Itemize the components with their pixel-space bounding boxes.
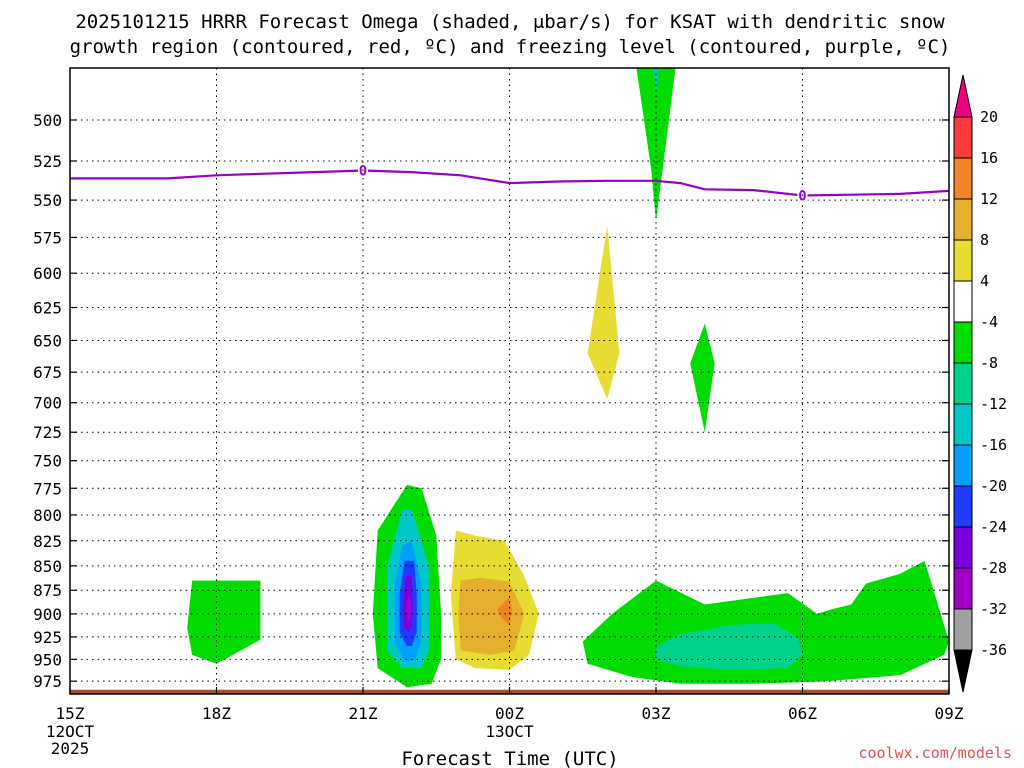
y-tick-label-625: 625 (33, 299, 62, 318)
y-tick-label-525: 525 (33, 152, 62, 171)
x-date-label-15-1: 2025 (51, 739, 90, 758)
omega-region-3 (690, 323, 715, 433)
x-axis-label: Forecast Time (UTC) (401, 748, 618, 768)
colorbar-box-9 (953, 280, 973, 323)
x-tick-label-15Z: 15Z (56, 704, 85, 723)
colorbar-label--24: -24 (980, 518, 1007, 536)
credit-text: coolwx.com/models (858, 744, 1012, 762)
x-tick-label-03Z: 03Z (642, 704, 671, 723)
x-date-label-24-0: 13OCT (485, 722, 534, 741)
chart-title-line-2: growth region (contoured, red, ºC) and f… (70, 36, 951, 58)
colorbar-label--16: -16 (980, 436, 1007, 454)
colorbar-box-1 (953, 608, 973, 651)
colorbar-label--28: -28 (980, 559, 1007, 577)
colorbar-box-11 (953, 198, 973, 241)
y-tick-label-700: 700 (33, 394, 62, 413)
y-tick-label-925: 925 (33, 628, 62, 647)
omega-region-10 (406, 595, 411, 624)
colorbar-box-13 (953, 116, 973, 159)
colorbar-box-5 (953, 444, 973, 487)
freezing-label-bg-1 (797, 188, 808, 203)
colorbar-label--20: -20 (980, 477, 1007, 495)
freezing-level-label-0: 0 (359, 164, 367, 180)
colorbar-label-8: 8 (980, 231, 989, 249)
x-tick-label-00Z: 00Z (495, 704, 524, 723)
freezing-label-bg-0 (358, 163, 368, 178)
y-tick-label-825: 825 (33, 532, 62, 551)
y-tick-label-500: 500 (33, 111, 62, 130)
colorbar-label-16: 16 (980, 149, 998, 167)
omega-region-0 (636, 68, 676, 222)
y-tick-label-750: 750 (33, 452, 62, 471)
colorbar-label-20: 20 (980, 108, 998, 126)
x-date-label-15-0: 12OCT (46, 722, 95, 741)
colorbar-box-3 (953, 526, 973, 569)
colorbar: -36 -32 -28 -24 -20 -16 -12 -8 -4 4 8 12 16 20 (953, 74, 1007, 693)
y-tick-label-725: 725 (33, 423, 62, 442)
colorbar-bottom-arrow (953, 649, 973, 693)
shaded-omega-regions (187, 68, 949, 688)
colorbar-box-8 (953, 321, 973, 364)
y-tick-label-950: 950 (33, 650, 62, 669)
colorbar-box-4 (953, 485, 973, 528)
omega-region-4 (187, 580, 261, 664)
y-tick-label-775: 775 (33, 479, 62, 498)
omega-region-15 (656, 623, 803, 670)
omega-region-13 (497, 596, 512, 625)
colorbar-label--32: -32 (980, 600, 1007, 618)
y-tick-label-650: 650 (33, 331, 62, 350)
y-tick-label-575: 575 (33, 228, 62, 247)
freezing-level-label-1: 0 (798, 188, 806, 204)
colorbar-label--4: -4 (980, 313, 998, 331)
colorbar-box-2 (953, 567, 973, 610)
y-tick-label-800: 800 (33, 506, 62, 525)
y-tick-label-850: 850 (33, 557, 62, 576)
y-tick-label-900: 900 (33, 605, 62, 624)
colorbar-box-10 (953, 239, 973, 282)
colorbar-box-6 (953, 403, 973, 446)
colorbar-top-arrow (953, 74, 973, 118)
y-tick-label-600: 600 (33, 264, 62, 283)
y-tick-label-550: 550 (33, 191, 62, 210)
freezing-level-line (70, 169, 949, 197)
x-tick-label-06Z: 06Z (788, 704, 817, 723)
y-axis-pressure: 500 525 550 575 600 625 650 675 700 725 750 775 800 8… (33, 111, 949, 691)
colorbar-label-12: 12 (980, 190, 998, 208)
colorbar-label--8: -8 (980, 354, 998, 372)
colorbar-label--36: -36 (980, 641, 1007, 659)
y-tick-label-875: 875 (33, 581, 62, 600)
omega-region-1 (653, 68, 659, 95)
freezing-level-contour: 00 (70, 163, 949, 204)
colorbar-label--12: -12 (980, 395, 1007, 413)
colorbar-box-12 (953, 157, 973, 200)
colorbar-label-4: 4 (980, 272, 989, 290)
x-tick-label-18Z: 18Z (202, 704, 231, 723)
chart-title-line-1: 2025101215 HRRR Forecast Omega (shaded, … (75, 11, 945, 33)
x-tick-label-09Z: 09Z (935, 704, 964, 723)
omega-region-12 (458, 577, 525, 655)
y-tick-label-975: 975 (33, 672, 62, 691)
x-tick-label-21Z: 21Z (349, 704, 378, 723)
y-tick-label-675: 675 (33, 363, 62, 382)
colorbar-box-7 (953, 362, 973, 405)
omega-region-2 (587, 225, 620, 400)
